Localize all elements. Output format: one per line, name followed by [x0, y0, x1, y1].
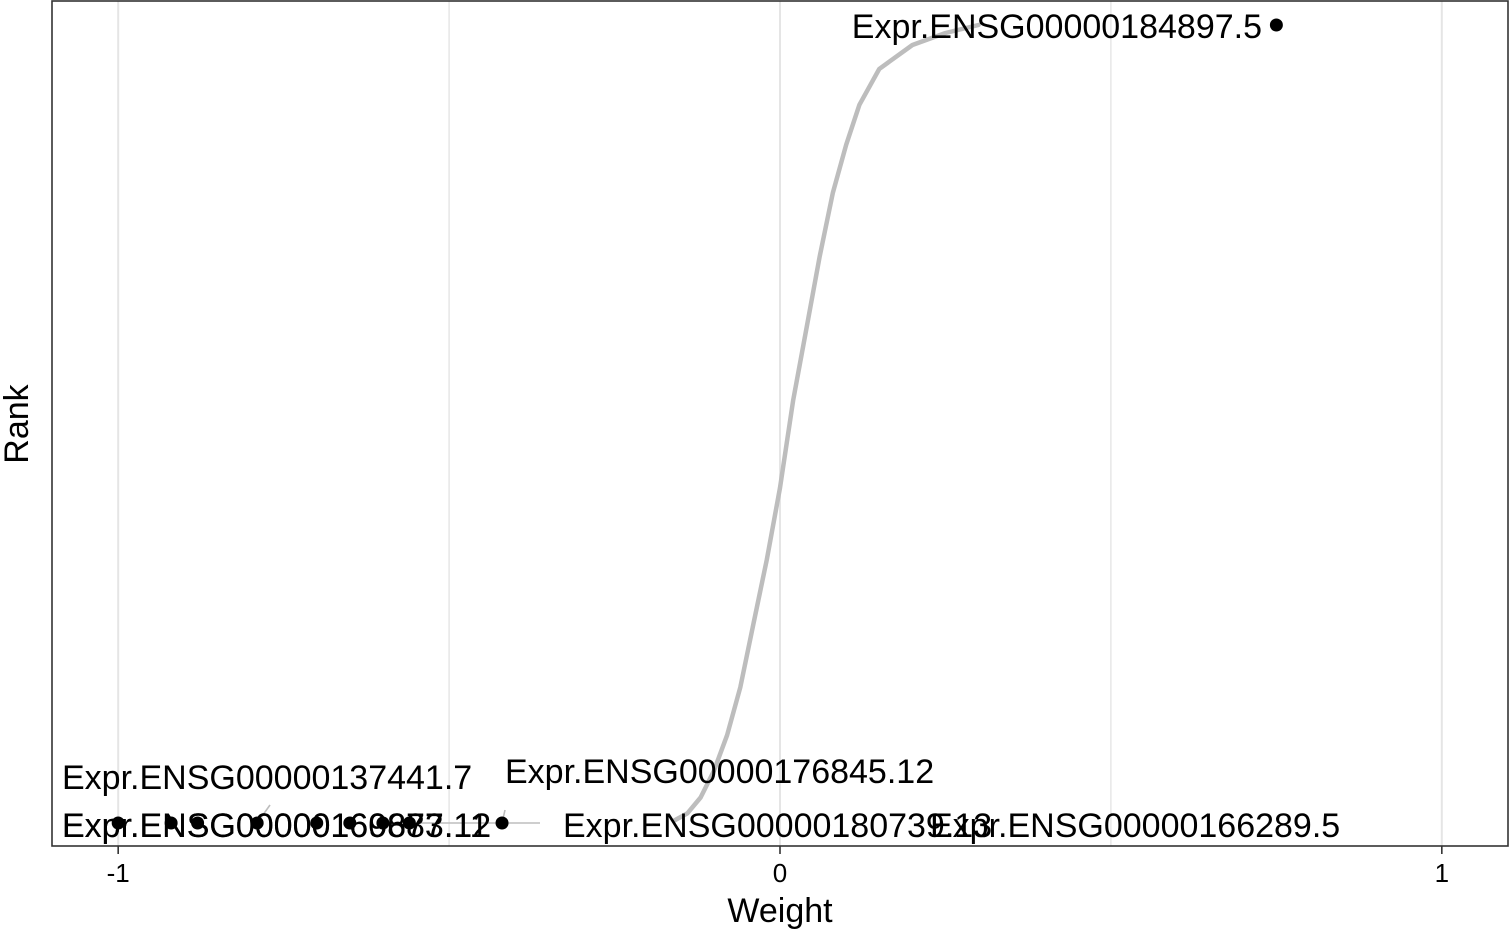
data-point — [191, 816, 205, 830]
point-label: Expr.ENSG00000169683.11 — [62, 807, 489, 845]
x-tick-label: 0 — [773, 858, 787, 888]
data-point — [343, 816, 357, 830]
x-tick-label: 1 — [1435, 858, 1449, 888]
point-label: Expr.ENSG00000176845.12 — [505, 753, 934, 791]
y-axis-title: Rank — [0, 383, 36, 463]
data-point — [376, 816, 390, 830]
data-point — [1269, 18, 1283, 32]
point-label: Expr.ENSG00000184897.5 — [852, 8, 1262, 46]
point-label: Expr.ENSG00000160877.12 — [62, 807, 491, 845]
curve-layer — [671, 22, 981, 823]
point-label: Expr.ENSG00000180739.13 — [563, 807, 992, 845]
data-point — [310, 816, 324, 830]
grid — [117, 1, 1443, 846]
x-tick-label: -1 — [107, 858, 130, 888]
rank-curve — [671, 22, 981, 823]
data-point — [164, 816, 178, 830]
points — [111, 18, 1283, 830]
data-point — [111, 816, 125, 830]
x-axis-title: Weight — [727, 892, 833, 930]
x-axis: -1 0 1 — [107, 846, 1449, 888]
point-labels: Expr.ENSG00000184897.5 Expr.ENSG000001374… — [62, 8, 1340, 845]
data-point — [495, 816, 509, 830]
point-label: Expr.ENSG00000137441.7 — [62, 759, 472, 797]
data-point — [402, 816, 416, 830]
point-label: Expr.ENSG00000166289.5 — [930, 807, 1340, 845]
data-point — [250, 816, 264, 830]
